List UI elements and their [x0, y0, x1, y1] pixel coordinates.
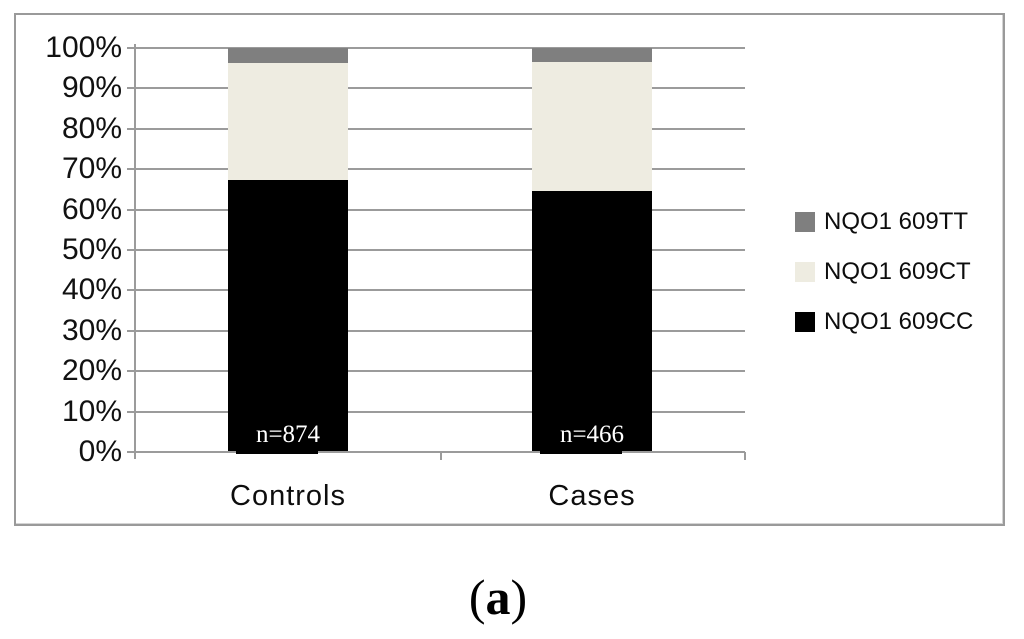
y-tick-label: 10%	[61, 395, 122, 428]
y-tick-label: 70%	[61, 152, 122, 185]
gridline	[135, 411, 745, 413]
bar-segment-nqo1-609tt	[228, 48, 348, 63]
x-tick-mark	[744, 452, 746, 460]
gridline	[135, 370, 745, 372]
legend: NQO1 609TT NQO1 609CT NQO1 609CC	[795, 197, 973, 347]
y-tick-label: 20%	[61, 354, 122, 387]
y-tick-label: 40%	[61, 273, 122, 306]
bar-segment-nqo1-609cc	[228, 180, 348, 452]
gridline	[135, 289, 745, 291]
y-tick-mark	[127, 370, 135, 372]
y-tick-mark	[127, 411, 135, 413]
x-tick-mark	[440, 452, 442, 460]
gridline	[135, 168, 745, 170]
y-tick-mark	[127, 47, 135, 49]
y-tick-mark	[127, 168, 135, 170]
y-tick-label: 50%	[61, 233, 122, 266]
legend-label: NQO1 609TT	[824, 208, 969, 235]
figure-caption: (a)	[0, 568, 996, 626]
caption-letter: a	[485, 569, 511, 625]
legend-item: NQO1 609CC	[795, 297, 973, 347]
bar-annotation: n=466	[559, 421, 625, 448]
y-tick-label: 60%	[61, 193, 122, 226]
y-tick-label: 80%	[61, 112, 122, 145]
legend-item: NQO1 609TT	[795, 197, 973, 247]
y-tick-label: 100%	[45, 31, 122, 64]
legend-swatch-icon	[795, 262, 815, 282]
gridline	[135, 47, 745, 49]
x-axis-line	[127, 451, 745, 453]
bar-shadow	[540, 448, 622, 454]
y-tick-label: 90%	[61, 71, 122, 104]
chart-frame	[14, 13, 1005, 526]
y-tick-mark	[127, 249, 135, 251]
bar-annotation: n=874	[255, 421, 321, 448]
legend-swatch-icon	[795, 312, 815, 332]
category-label: Cases	[548, 480, 636, 512]
legend-label: NQO1 609CC	[824, 308, 974, 335]
bar-shadow	[236, 448, 318, 454]
legend-swatch-icon	[795, 212, 815, 232]
caption-open-paren: (	[468, 569, 486, 625]
bar-segment-nqo1-609ct	[532, 62, 652, 191]
legend-item: NQO1 609CT	[795, 247, 973, 297]
gridline	[135, 209, 745, 211]
bar-segment-nqo1-609ct	[228, 63, 348, 180]
y-tick-label: 0%	[78, 435, 122, 468]
y-tick-mark	[127, 289, 135, 291]
category-label: Controls	[230, 480, 346, 512]
legend-label: NQO1 609CT	[824, 258, 971, 285]
y-tick-label: 30%	[61, 314, 122, 347]
y-tick-mark	[127, 330, 135, 332]
caption-close-paren: )	[510, 569, 528, 625]
bar-segment-nqo1-609cc	[532, 191, 652, 452]
gridline	[135, 330, 745, 332]
y-tick-mark	[127, 209, 135, 211]
y-tick-mark	[127, 128, 135, 130]
gridline	[135, 87, 745, 89]
y-axis-line	[134, 44, 136, 459]
y-tick-mark	[127, 87, 135, 89]
gridline	[135, 249, 745, 251]
bar-segment-nqo1-609tt	[532, 48, 652, 62]
gridline	[135, 128, 745, 130]
